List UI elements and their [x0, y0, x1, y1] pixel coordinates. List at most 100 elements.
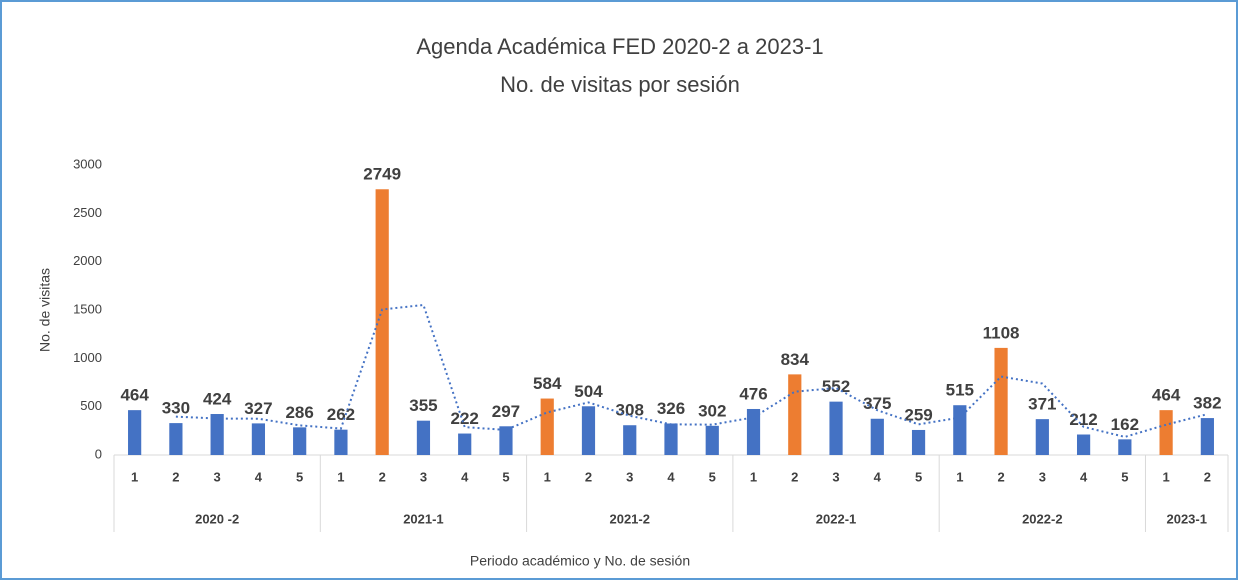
x-tick-label: 5	[296, 469, 303, 484]
data-label: 584	[533, 374, 562, 393]
bar	[334, 429, 348, 455]
bar	[251, 423, 266, 455]
x-tick-label: 4	[667, 469, 675, 484]
data-label: 286	[285, 403, 313, 422]
x-tick-label: 2	[585, 469, 592, 484]
bar	[169, 423, 183, 455]
bar	[375, 189, 389, 455]
bar	[746, 408, 761, 455]
bar	[1159, 410, 1173, 455]
data-label: 834	[781, 350, 810, 369]
data-label: 259	[904, 405, 932, 424]
bar	[540, 398, 554, 455]
bar	[1035, 419, 1049, 455]
bar	[829, 401, 843, 455]
bar	[953, 405, 967, 455]
x-axis-label: Periodo académico y No. de sesión	[470, 553, 690, 569]
x-tick-label: 5	[1121, 469, 1128, 484]
bar	[1076, 434, 1091, 455]
y-axis-label: No. de visitas	[37, 268, 53, 352]
bar	[293, 427, 307, 455]
group-label: 2022-1	[816, 511, 856, 526]
data-label: 504	[574, 382, 603, 401]
bar	[623, 425, 637, 455]
x-tick-label: 5	[915, 469, 922, 484]
data-label: 464	[120, 386, 149, 405]
y-tick-label: 2000	[73, 253, 102, 268]
bar	[1118, 439, 1132, 455]
y-tick-label: 3000	[73, 156, 102, 171]
x-tick-label: 3	[832, 469, 839, 484]
bar	[788, 374, 802, 455]
bar	[128, 410, 142, 455]
y-tick-label: 1500	[73, 301, 102, 316]
data-label: 371	[1028, 395, 1056, 414]
data-label: 262	[327, 405, 355, 424]
bar	[705, 425, 719, 455]
x-tick-label: 1	[956, 469, 963, 484]
group-label: 2021-2	[609, 511, 649, 526]
x-tick-label: 2	[379, 469, 386, 484]
data-label: 162	[1111, 415, 1139, 434]
x-tick-label: 1	[1162, 469, 1169, 484]
data-label: 476	[739, 384, 767, 403]
data-label: 302	[698, 401, 726, 420]
group-label: 2022-2	[1022, 511, 1062, 526]
data-label: 297	[492, 402, 520, 421]
y-tick-label: 2500	[73, 205, 102, 220]
bar	[499, 426, 513, 455]
x-tick-label: 2	[791, 469, 798, 484]
x-tick-label: 4	[255, 469, 263, 484]
x-tick-label: 4	[1080, 469, 1088, 484]
data-label: 212	[1069, 410, 1097, 429]
bar	[994, 347, 1008, 455]
chart-title: Agenda Académica FED 2020-2 a 2023-1	[416, 34, 823, 59]
x-tick-label: 3	[1039, 469, 1046, 484]
x-tick-label: 4	[461, 469, 469, 484]
data-label: 424	[203, 389, 232, 408]
data-label: 326	[657, 399, 685, 418]
data-label: 327	[244, 399, 272, 418]
bar	[210, 414, 224, 455]
data-label: 308	[616, 401, 644, 420]
group-label: 2020 -2	[195, 511, 239, 526]
x-tick-label: 1	[131, 469, 138, 484]
bar	[581, 406, 596, 455]
x-tick-label: 1	[544, 469, 551, 484]
y-tick-label: 500	[80, 398, 102, 413]
x-tick-label: 5	[709, 469, 716, 484]
data-label: 222	[451, 409, 479, 428]
data-label: 382	[1193, 394, 1221, 413]
x-tick-label: 2	[997, 469, 1004, 484]
data-label: 515	[946, 381, 974, 400]
x-tick-label: 3	[214, 469, 221, 484]
chart-subtitle: No. de visitas por sesión	[500, 72, 740, 97]
x-tick-label: 4	[874, 469, 882, 484]
x-tick-label: 1	[337, 469, 344, 484]
bar	[416, 420, 431, 455]
data-label: 552	[822, 377, 850, 396]
data-label: 355	[409, 396, 437, 415]
bar	[1200, 418, 1214, 455]
trendline	[175, 303, 1208, 438]
x-tick-label: 2	[172, 469, 179, 484]
y-tick-label: 0	[95, 446, 102, 461]
bar	[664, 423, 678, 455]
data-label: 375	[863, 394, 891, 413]
group-label: 2023-1	[1166, 511, 1206, 526]
data-label: 464	[1152, 386, 1181, 405]
x-tick-label: 5	[502, 469, 509, 484]
x-tick-label: 2	[1204, 469, 1211, 484]
x-tick-label: 1	[750, 469, 757, 484]
bar	[458, 433, 472, 455]
bar	[870, 418, 884, 455]
bar	[911, 429, 926, 455]
group-label: 2021-1	[403, 511, 443, 526]
x-tick-label: 3	[626, 469, 633, 484]
x-tick-label: 3	[420, 469, 427, 484]
data-label: 2749	[363, 165, 401, 184]
data-label: 330	[162, 399, 190, 418]
y-tick-label: 1000	[73, 350, 102, 365]
